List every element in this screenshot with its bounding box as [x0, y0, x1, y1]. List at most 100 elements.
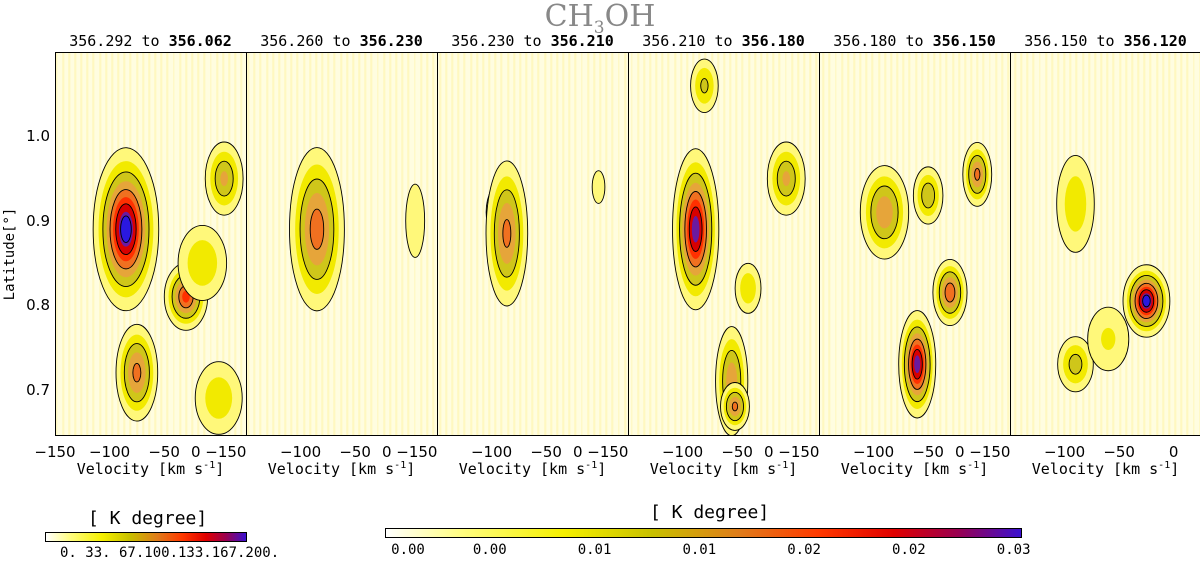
noise-streak [432, 52, 434, 436]
noise-streak [965, 52, 967, 436]
noise-streak [180, 52, 182, 436]
noise-streak [260, 52, 262, 436]
emission-source-3-level-5 [502, 219, 512, 248]
panel-plot-6 [1014, 52, 1200, 436]
noise-streak [922, 52, 924, 436]
noise-streak [427, 52, 429, 436]
emission-source-4-level-4 [220, 171, 228, 186]
colorbar-large-tick: 0.02 [892, 542, 926, 558]
noise-streak [741, 52, 743, 436]
noise-streak [1026, 52, 1028, 436]
noise-streak [1002, 52, 1004, 436]
noise-streak [822, 52, 824, 436]
panel-plot-4 [631, 52, 818, 436]
colorbar-large-tick: 0.00 [391, 542, 425, 558]
x-tick-label: −150 [34, 443, 76, 461]
noise-streak [1193, 52, 1195, 436]
noise-streak [278, 52, 280, 436]
noise-streak [370, 52, 372, 436]
noise-streak [551, 52, 553, 436]
noise-streak [958, 52, 960, 436]
noise-streak [562, 52, 564, 436]
noise-streak [1163, 52, 1165, 436]
emission-source-1-level-9 [120, 215, 132, 243]
noise-streak [594, 52, 596, 436]
noise-streak [463, 52, 465, 436]
noise-streak [1137, 52, 1139, 436]
heatmap-panel-4 [628, 52, 819, 436]
noise-streak [655, 52, 657, 436]
x-tick-label: −50 [721, 443, 753, 461]
noise-streak [477, 52, 479, 436]
noise-streak [916, 52, 918, 436]
x-tick-label: −100 [279, 443, 322, 461]
noise-streak [1131, 52, 1133, 436]
x-axis-label-5: Velocity [km s-1] [840, 460, 989, 478]
noise-streak [279, 52, 281, 436]
heatmap-panel-2 [246, 52, 437, 436]
noise-streak [1180, 52, 1182, 436]
noise-streak [266, 52, 268, 436]
noise-streak [1027, 52, 1029, 436]
x-axis-label-2: Velocity [km s-1] [267, 460, 416, 478]
emission-source-2-level-5 [944, 282, 956, 303]
noise-streak [69, 52, 71, 436]
noise-streak [1057, 52, 1059, 436]
x-tick-label: 0 −150 [763, 443, 820, 461]
noise-streak [557, 52, 559, 436]
noise-streak [1175, 52, 1177, 436]
noise-streak [452, 52, 454, 436]
noise-streak [1045, 52, 1047, 436]
colorbar-small-ticks: 0. 33. 67.100.133.167.200. [60, 545, 280, 561]
x-tick-label: −100 [1043, 443, 1086, 461]
noise-streak [228, 52, 230, 436]
panel-title-2: 356.260 to 356.230 [260, 32, 423, 50]
noise-streak [395, 52, 397, 436]
noise-streak [842, 52, 844, 436]
noise-streak [1168, 52, 1170, 436]
x-tick-label: 0 −150 [572, 443, 629, 461]
emission-source-2-level-5 [132, 363, 142, 383]
noise-streak [778, 52, 780, 436]
noise-streak [532, 52, 534, 436]
noise-streak [1106, 52, 1108, 436]
noise-streak [440, 52, 442, 436]
x-tick-label: 0 −150 [381, 443, 438, 461]
noise-streak [1094, 52, 1096, 436]
noise-streak [638, 52, 640, 436]
noise-streak [1095, 52, 1097, 436]
noise-streak [1144, 52, 1146, 436]
noise-streak [982, 52, 984, 436]
colorbar-small-title: [ K degree] [88, 508, 208, 529]
noise-streak [662, 52, 664, 436]
noise-streak [1143, 52, 1145, 436]
noise-streak [860, 52, 862, 436]
noise-streak [767, 52, 769, 436]
x-tick-label: 0 −150 [190, 443, 247, 461]
emission-source-1-level-8 [914, 355, 921, 374]
noise-streak [1174, 52, 1176, 436]
noise-streak [402, 52, 404, 436]
colorbar-large-tick: 0.01 [682, 542, 717, 558]
panel-title-3: 356.230 to 356.210 [451, 32, 614, 50]
noise-streak [637, 52, 639, 436]
noise-streak [841, 52, 843, 436]
noise-streak [74, 52, 76, 436]
y-tick-label: 0.8 [26, 296, 50, 315]
noise-streak [568, 52, 570, 436]
noise-streak [624, 52, 626, 436]
noise-streak [736, 52, 738, 436]
noise-streak [389, 52, 391, 436]
noise-streak [396, 52, 398, 436]
noise-streak [816, 52, 818, 436]
panel-plot-2 [247, 52, 435, 436]
noise-streak [848, 52, 850, 436]
noise-streak [347, 52, 349, 436]
noise-streak [1181, 52, 1183, 436]
emission-source-2-level-1 [405, 183, 426, 258]
noise-streak [835, 52, 837, 436]
noise-streak [631, 52, 633, 436]
figure-title: CH3OH [544, 0, 656, 38]
noise-streak [915, 52, 917, 436]
emission-source-2-level-2 [1064, 176, 1087, 232]
